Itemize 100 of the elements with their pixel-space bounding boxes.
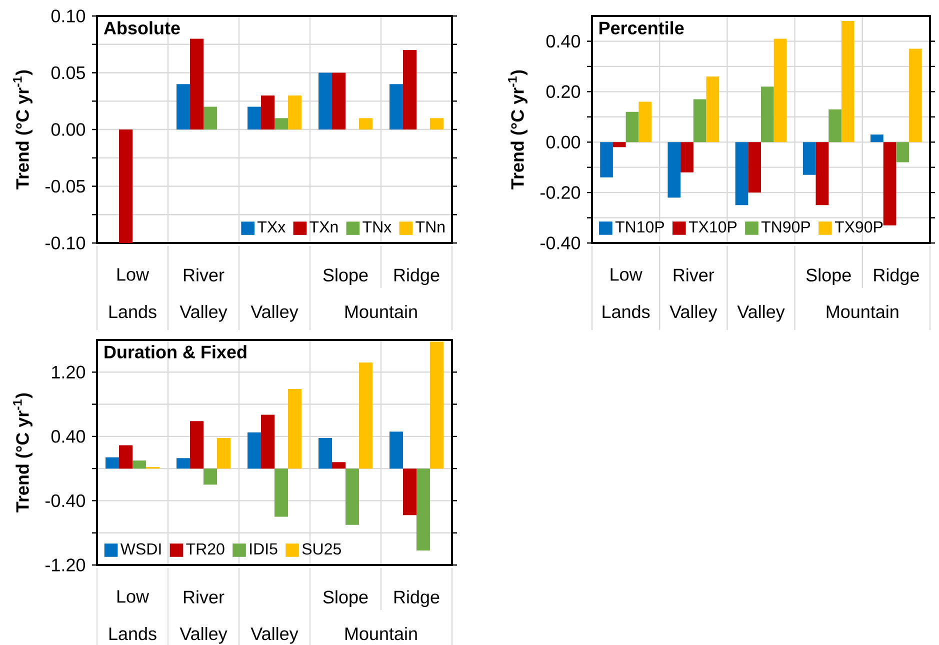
text: Lands xyxy=(109,304,156,318)
y-tick-label: 0.40 xyxy=(546,34,580,48)
text: Lands xyxy=(602,304,650,318)
y-tick-label: 1.20 xyxy=(52,366,86,378)
text: Mountain xyxy=(345,304,417,318)
x-tick-label: Low xyxy=(117,268,150,281)
bar xyxy=(816,142,829,206)
bar xyxy=(345,468,359,525)
x-tick-label: Ridge xyxy=(394,268,440,286)
x-tick-label: River xyxy=(184,590,224,604)
bar xyxy=(841,21,854,142)
bar xyxy=(119,445,133,469)
y-tick-label: 0.40 xyxy=(51,430,86,443)
bar xyxy=(358,118,372,130)
bar xyxy=(693,99,706,142)
legend-label: TXx xyxy=(258,221,286,232)
legend-label: TNx xyxy=(362,221,392,232)
y-tick-label: 0.00 xyxy=(51,123,86,136)
bar xyxy=(204,106,217,130)
bar xyxy=(828,109,842,142)
legend-label: TN10P xyxy=(615,221,664,233)
chart-title: Percentile xyxy=(600,21,684,34)
bar xyxy=(638,102,652,142)
y-tick-label: -0.10 xyxy=(46,236,86,250)
y-tick-label: -0.20 xyxy=(540,186,580,199)
bar xyxy=(176,458,190,469)
bar xyxy=(358,362,372,469)
text: Valley xyxy=(180,626,228,644)
bar xyxy=(403,468,416,516)
bar xyxy=(248,106,262,130)
y-tick-label: 0.10 xyxy=(51,10,86,22)
bar xyxy=(680,142,694,172)
bar xyxy=(748,142,761,193)
bar xyxy=(216,438,230,469)
x-tick-label: River xyxy=(184,268,224,282)
x-tick-label: Slope xyxy=(323,268,368,286)
bar xyxy=(883,142,896,226)
legend-label: TX10P xyxy=(688,221,737,233)
bar xyxy=(896,142,910,162)
bar xyxy=(870,134,884,142)
y-tick-label: 0.20 xyxy=(546,85,580,98)
legend-label: TN90P xyxy=(761,221,810,233)
bar xyxy=(430,342,444,469)
bar xyxy=(626,112,639,142)
bar xyxy=(176,84,190,130)
text: Valley xyxy=(737,304,785,322)
legend-label: IDI5 xyxy=(250,543,278,555)
chart-title: Duration & Fixed xyxy=(104,345,246,358)
text: Valley xyxy=(250,304,298,322)
bar xyxy=(403,50,416,130)
bar xyxy=(909,48,922,142)
bar xyxy=(119,129,133,243)
y-tick-label: -0.40 xyxy=(46,494,86,508)
bar xyxy=(600,142,613,178)
bar xyxy=(190,421,204,469)
y-axis-title: Trend (°C yr$^{-1}$) xyxy=(508,70,528,190)
bar xyxy=(274,468,288,517)
bar xyxy=(190,38,204,130)
x-tick-label: River xyxy=(674,268,714,282)
bar xyxy=(430,118,444,130)
legend-label: WSDI xyxy=(120,543,161,555)
x-tick-label: Low xyxy=(610,268,642,281)
y-tick-label: 0.05 xyxy=(51,66,85,80)
legend-label: TNn xyxy=(416,221,444,232)
bar xyxy=(761,86,774,142)
bar xyxy=(390,84,404,130)
text: Lands xyxy=(109,626,156,640)
legend-label: TR20 xyxy=(186,543,224,555)
text: Valley xyxy=(180,304,228,322)
y-tick-label: -0.05 xyxy=(46,180,85,193)
x-tick-label: Ridge xyxy=(394,590,440,608)
bar xyxy=(106,457,120,469)
bar xyxy=(261,414,274,469)
x-tick-label: Ridge xyxy=(874,268,919,286)
legend-label: SU25 xyxy=(302,543,341,555)
bar xyxy=(288,95,302,130)
bar xyxy=(288,389,302,469)
text: Mountain xyxy=(826,304,898,318)
bar xyxy=(332,462,346,469)
bar xyxy=(261,95,274,130)
bar xyxy=(332,72,346,130)
bar xyxy=(416,468,430,551)
bar xyxy=(390,432,404,469)
bar xyxy=(318,72,332,130)
y-axis-title: Trend (°C yr$^{-1}$) xyxy=(13,393,32,512)
bar xyxy=(735,142,748,206)
chart-title: Absolute xyxy=(104,21,180,34)
y-tick-label: -0.40 xyxy=(540,236,580,250)
bar xyxy=(318,438,332,469)
bar xyxy=(248,432,262,469)
bar xyxy=(612,142,626,148)
text: Valley xyxy=(250,626,298,644)
y-tick-label: -1.20 xyxy=(46,558,86,572)
x-tick-label: Low xyxy=(117,590,150,603)
bar xyxy=(132,460,146,469)
text: Mountain xyxy=(345,626,417,640)
bar xyxy=(802,142,816,175)
legend-label: TX90P xyxy=(834,221,883,233)
x-tick-label: Slope xyxy=(806,268,851,286)
y-tick-label: 0.00 xyxy=(546,136,580,148)
